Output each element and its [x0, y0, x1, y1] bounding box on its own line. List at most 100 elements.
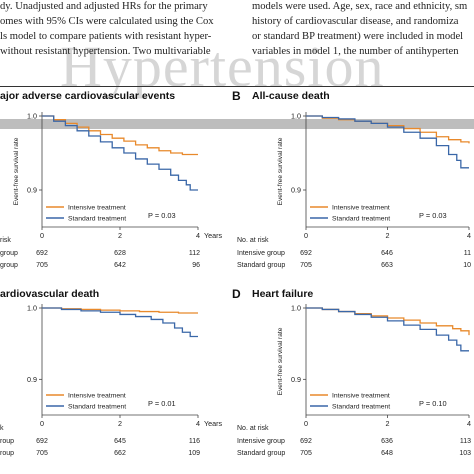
body-text-right-1: models were used. Age, sex, race and eth… — [252, 1, 468, 12]
series-line-standard — [42, 307, 198, 338]
risk-value: 636 — [381, 438, 393, 445]
series-line-intensive — [306, 115, 470, 144]
figure-gray-band — [0, 119, 474, 129]
panel-b-chart: 1.0 0.9 0 2 4 Event-free survival rate Intensi… — [237, 112, 471, 270]
body-text-right-3: or standard BP treatment) were included … — [252, 31, 464, 42]
panel-d-chart: 1.0 0.9 0 2 4 Event-free survival rate Intensi… — [237, 304, 471, 458]
body-text-right-2: history of cardiovascular disease, and r… — [252, 16, 459, 27]
risk-table-header: k — [0, 425, 4, 432]
risk-row-label: Intensive group — [237, 438, 285, 445]
body-text-left-4: without resistant hypertension. Two mult… — [0, 46, 211, 57]
risk-value: 705 — [36, 262, 48, 269]
panel-b-letter: B — [232, 89, 241, 103]
panel-c-chart: 1.0 0.9 0 2 4 Years Intensive treatment Standar… — [0, 304, 223, 458]
body-text-right-4: variables in model 1, the number of anti… — [252, 46, 459, 57]
risk-value: 692 — [36, 250, 48, 257]
risk-table-header: No. at risk — [237, 425, 269, 432]
y-tick-label: 0.9 — [291, 375, 301, 384]
y-axis-label: Event-free survival rate — [277, 327, 284, 395]
x-tick-label: 4 — [467, 419, 471, 428]
body-text-left-3: ls model to compare patients with resist… — [0, 31, 212, 42]
risk-value: 109 — [188, 450, 200, 457]
body-text-left-2: omes with 95% CIs were calculated using … — [0, 16, 214, 27]
panel-a-chart: 1.0 0.9 0 2 4 Years Event-free survival rate In… — [0, 112, 223, 270]
figure-top-rule — [0, 86, 474, 88]
legend-label: Intensive treatment — [332, 205, 390, 212]
series-line-intensive — [42, 307, 198, 314]
series-line-standard — [306, 307, 469, 352]
y-axis-label: Event-free survival rate — [277, 137, 284, 205]
y-tick-label: 0.9 — [27, 375, 37, 384]
risk-value: 113 — [460, 438, 471, 445]
legend-label: Intensive treatment — [68, 205, 126, 212]
panel-c-title: ardiovascular death — [0, 288, 100, 300]
panel-a-title: ajor adverse cardiovascular events — [0, 90, 176, 102]
risk-value: 692 — [300, 438, 312, 445]
risk-value: 116 — [189, 438, 200, 445]
risk-value: 663 — [381, 262, 393, 269]
legend-label: Intensive treatment — [332, 393, 390, 400]
risk-row-label: group — [0, 262, 18, 269]
x-tick-label: 4 — [196, 231, 200, 240]
y-tick-label: 1.0 — [291, 112, 301, 121]
risk-table-header: No. at risk — [237, 237, 269, 244]
risk-row-label: Intensive group — [237, 250, 285, 257]
risk-value: 692 — [36, 438, 48, 445]
panel-d-title: Heart failure — [252, 288, 314, 300]
x-tick-label: 2 — [118, 419, 122, 428]
legend-label: Standard treatment — [68, 404, 126, 411]
y-tick-label: 0.9 — [291, 186, 301, 195]
x-tick-label: 0 — [304, 231, 308, 240]
risk-row-label: roup — [0, 438, 14, 445]
risk-row-label: roup — [0, 450, 14, 457]
p-value: P = 0.03 — [148, 211, 176, 220]
risk-value: 705 — [300, 450, 312, 457]
y-tick-label: 1.0 — [27, 304, 37, 313]
journal-watermark: Hypertension — [60, 34, 385, 99]
x-tick-label: 4 — [467, 231, 471, 240]
risk-value: 103 — [459, 450, 471, 457]
panel-b-title: All-cause death — [252, 90, 330, 102]
series-line-standard — [42, 115, 198, 191]
y-axis-label: Event-free survival rate — [13, 137, 20, 205]
series-line-standard — [306, 115, 469, 169]
series-line-intensive — [306, 307, 470, 336]
x-tick-label: 2 — [118, 231, 122, 240]
risk-table-header: risk — [0, 237, 11, 244]
series-line-intensive — [42, 115, 198, 156]
risk-row-label: Standard group — [237, 450, 285, 457]
risk-value: 628 — [114, 250, 126, 257]
x-tick-label: 2 — [386, 231, 390, 240]
x-tick-label: 0 — [40, 419, 44, 428]
x-axis-unit: Years — [204, 419, 223, 428]
legend-label: Standard treatment — [332, 216, 390, 223]
risk-row-label: Standard group — [237, 262, 285, 269]
risk-value: 11 — [464, 250, 471, 257]
panel-d-letter: D — [232, 287, 241, 301]
risk-value: 645 — [114, 438, 126, 445]
x-axis-unit: Years — [204, 231, 223, 240]
body-text-left-1: dy. Unadjusted and adjusted HRs for the … — [0, 1, 208, 12]
x-tick-label: 2 — [386, 419, 390, 428]
risk-row-label: group — [0, 250, 18, 257]
risk-value: 705 — [36, 450, 48, 457]
risk-value: 96 — [192, 262, 200, 269]
risk-value: 705 — [300, 262, 312, 269]
x-tick-label: 4 — [196, 419, 200, 428]
y-tick-label: 0.9 — [27, 186, 37, 195]
legend-label: Standard treatment — [68, 216, 126, 223]
risk-value: 662 — [114, 450, 126, 457]
legend-label: Intensive treatment — [68, 393, 126, 400]
p-value: P = 0.01 — [148, 399, 176, 408]
risk-value: 648 — [381, 450, 393, 457]
risk-value: 646 — [381, 250, 393, 257]
risk-value: 692 — [300, 250, 312, 257]
y-tick-label: 1.0 — [291, 304, 301, 313]
y-tick-label: 1.0 — [27, 112, 37, 121]
risk-value: 642 — [114, 262, 126, 269]
p-value: P = 0.10 — [419, 399, 447, 408]
p-value: P = 0.03 — [419, 211, 447, 220]
x-tick-label: 0 — [304, 419, 308, 428]
legend-label: Standard treatment — [332, 404, 390, 411]
risk-value: 10 — [463, 262, 471, 269]
